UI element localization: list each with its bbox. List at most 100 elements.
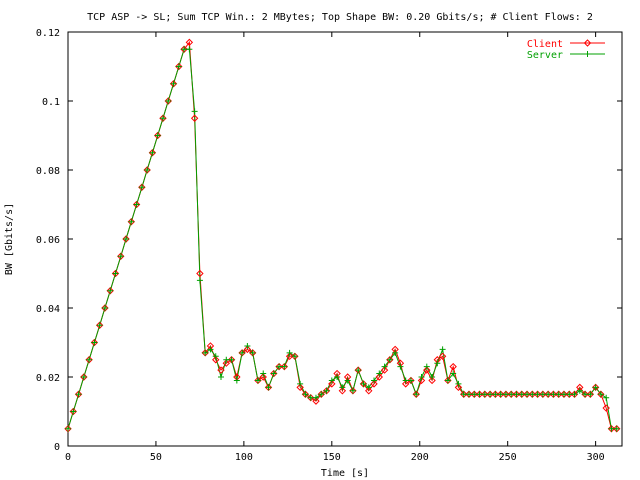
- server-point: [545, 391, 552, 398]
- server-point: [571, 391, 578, 398]
- legend-label-client: Client: [527, 39, 563, 50]
- server-point: [386, 356, 393, 363]
- server-point: [128, 218, 135, 225]
- client-point: [401, 380, 410, 388]
- server-point: [270, 370, 277, 377]
- x-axis-label: Time [s]: [321, 468, 369, 479]
- legend-marker-plus: [584, 51, 591, 57]
- server-point: [318, 391, 325, 398]
- server-point: [239, 349, 246, 356]
- server-point: [223, 356, 230, 363]
- server-point: [244, 342, 251, 349]
- chart-title: TCP ASP -> SL; Sum TCP Win.: 2 MBytes; T…: [87, 12, 593, 23]
- server-point: [307, 394, 314, 401]
- legend-marker-diamond: [583, 39, 592, 47]
- client-point: [190, 114, 199, 122]
- server-point: [312, 394, 319, 401]
- server-point: [165, 98, 172, 104]
- server-point: [439, 346, 446, 353]
- client-point: [449, 362, 457, 371]
- server-point: [328, 377, 335, 384]
- server-point: [608, 425, 615, 432]
- server-point: [107, 287, 114, 294]
- server-point: [212, 353, 219, 360]
- server-point: [281, 363, 288, 370]
- server-point: [133, 201, 140, 208]
- server-point: [560, 391, 567, 398]
- client-point: [222, 359, 230, 367]
- server-point: [233, 377, 240, 384]
- y-tick-label: 0.04: [36, 304, 60, 315]
- server-point: [476, 391, 483, 398]
- server-point: [381, 363, 388, 370]
- y-tick-label: 0.02: [36, 373, 60, 384]
- server-point: [334, 374, 341, 380]
- y-tick-label: 0.08: [36, 166, 60, 177]
- server-point: [218, 374, 225, 380]
- server-point: [555, 391, 562, 398]
- server-point: [96, 322, 103, 329]
- client-point: [328, 380, 336, 388]
- server-point: [149, 149, 156, 156]
- x-tick-label: 250: [499, 452, 517, 463]
- server-point: [497, 391, 504, 398]
- y-axis-label: BW [Gbits/s]: [4, 203, 15, 275]
- server-point: [228, 356, 235, 363]
- y-tick-label: 0.12: [36, 28, 60, 39]
- server-point: [75, 391, 82, 398]
- server-point: [286, 349, 293, 356]
- server-point: [603, 394, 610, 401]
- server-point: [392, 349, 399, 356]
- server-point: [434, 360, 441, 367]
- server-point: [471, 391, 478, 398]
- server-point: [597, 391, 604, 398]
- series-lines: [67, 40, 617, 430]
- server-point: [371, 377, 378, 384]
- server-point: [207, 346, 214, 353]
- y-tick-label: 0.1: [42, 97, 60, 108]
- server-point: [80, 374, 87, 380]
- client-point: [312, 397, 320, 405]
- server-point: [101, 305, 108, 311]
- server-point: [360, 380, 367, 387]
- server-point: [291, 353, 298, 360]
- server-point: [65, 425, 71, 432]
- server-point: [355, 367, 362, 374]
- server-point: [302, 391, 309, 398]
- server-point: [508, 391, 515, 398]
- server-point: [524, 391, 531, 398]
- server-point: [613, 425, 620, 432]
- server-point: [539, 391, 546, 398]
- server-point: [465, 391, 472, 398]
- y-tick-label: 0.06: [36, 235, 60, 246]
- server-point: [534, 391, 541, 398]
- server-point: [86, 356, 93, 363]
- client-point: [217, 366, 225, 374]
- client-point: [185, 38, 194, 47]
- server-point: [502, 391, 509, 398]
- client-point: [375, 373, 384, 381]
- server-point: [518, 391, 525, 398]
- server-point: [418, 374, 425, 380]
- server-point: [429, 374, 436, 380]
- server-point: [170, 80, 177, 87]
- client-point: [259, 373, 267, 381]
- server-point: [582, 391, 589, 398]
- axes: 0 50 100 150 200 250 300 0 0.02 0.04 0.06 0.08 0.1 0.…: [36, 28, 622, 463]
- client-point: [212, 356, 220, 364]
- server-point: [376, 370, 383, 377]
- client-point: [243, 345, 252, 354]
- server-point: [181, 46, 188, 53]
- server-point: [175, 63, 182, 70]
- server-point: [138, 184, 145, 191]
- server-point: [323, 387, 330, 394]
- server-point: [487, 391, 494, 398]
- client-point: [428, 376, 436, 385]
- server-point: [587, 391, 594, 398]
- client-point: [285, 352, 294, 361]
- server-point: [202, 349, 209, 356]
- client-point: [380, 366, 389, 374]
- server-point: [249, 349, 256, 356]
- server-point: [481, 391, 488, 398]
